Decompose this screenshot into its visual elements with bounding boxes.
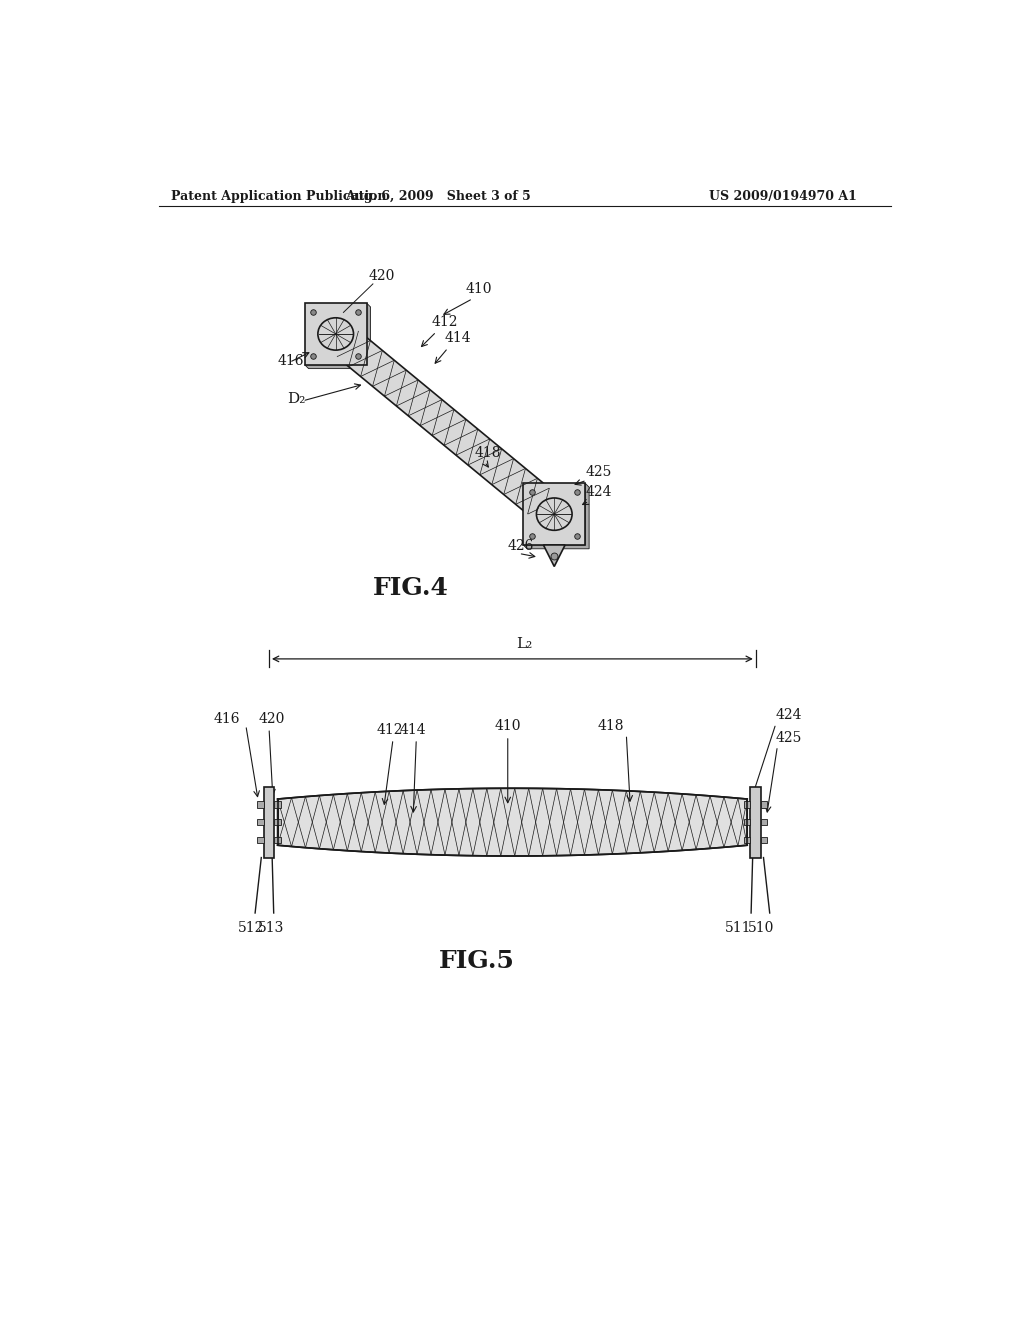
Text: FIG.4: FIG.4: [373, 576, 449, 601]
Text: 420: 420: [258, 711, 285, 726]
Polygon shape: [274, 837, 281, 843]
Text: FIG.5: FIG.5: [439, 949, 515, 973]
Text: 426: 426: [508, 539, 535, 553]
Polygon shape: [751, 787, 761, 858]
Polygon shape: [523, 483, 586, 545]
Text: 424: 424: [775, 708, 802, 722]
Polygon shape: [257, 801, 263, 808]
Text: 414: 414: [444, 331, 471, 345]
Polygon shape: [337, 331, 553, 517]
Text: 512: 512: [238, 921, 264, 936]
Text: 424: 424: [586, 484, 611, 499]
Text: 410: 410: [495, 718, 521, 733]
Text: 418: 418: [474, 446, 501, 461]
Polygon shape: [761, 801, 767, 808]
Text: Patent Application Publication: Patent Application Publication: [171, 190, 386, 203]
Polygon shape: [263, 787, 274, 858]
Polygon shape: [761, 837, 767, 843]
Text: L₂: L₂: [516, 638, 532, 651]
Polygon shape: [257, 837, 263, 843]
Text: 513: 513: [258, 921, 285, 936]
Text: 410: 410: [465, 282, 492, 296]
Polygon shape: [278, 788, 748, 855]
Text: 425: 425: [586, 465, 611, 479]
Text: 414: 414: [400, 723, 427, 738]
Text: 416: 416: [214, 711, 241, 726]
Polygon shape: [305, 304, 367, 364]
Text: 418: 418: [597, 718, 624, 733]
Polygon shape: [523, 483, 589, 549]
Polygon shape: [744, 818, 751, 825]
Text: 420: 420: [369, 269, 394, 282]
Polygon shape: [274, 818, 281, 825]
Text: D₂: D₂: [288, 392, 306, 407]
Text: 412: 412: [377, 723, 403, 738]
Polygon shape: [274, 801, 281, 808]
Polygon shape: [305, 304, 371, 368]
Polygon shape: [544, 545, 565, 566]
Polygon shape: [744, 801, 751, 808]
Polygon shape: [761, 818, 767, 825]
Polygon shape: [257, 818, 263, 825]
Polygon shape: [744, 837, 751, 843]
Text: 416: 416: [278, 354, 304, 368]
Text: 412: 412: [432, 315, 459, 329]
Text: 511: 511: [725, 921, 752, 936]
Text: 510: 510: [748, 921, 774, 936]
Text: US 2009/0194970 A1: US 2009/0194970 A1: [710, 190, 857, 203]
Text: 425: 425: [775, 731, 802, 744]
Text: Aug. 6, 2009   Sheet 3 of 5: Aug. 6, 2009 Sheet 3 of 5: [345, 190, 530, 203]
